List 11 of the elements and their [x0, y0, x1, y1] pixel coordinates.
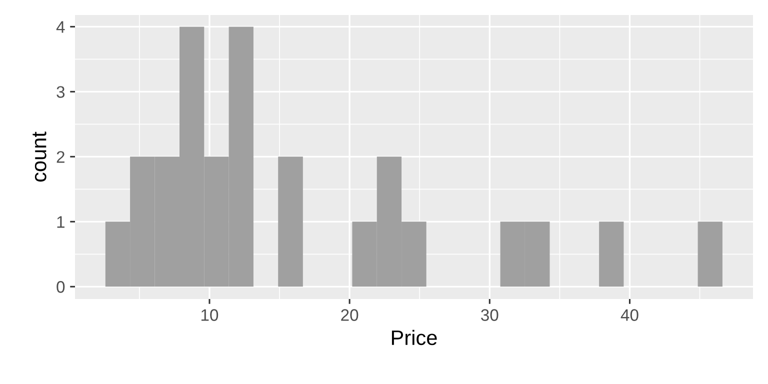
y-tick-label: 2 [56, 151, 64, 163]
x-tick-label: 20 [341, 309, 358, 321]
x-tick-label: 10 [201, 309, 218, 321]
x-tick-label: 40 [620, 309, 638, 321]
y-tick-label: 3 [56, 86, 65, 98]
x-axis-title: Price [392, 330, 437, 346]
y-tick-label: 4 [56, 21, 65, 33]
y-tick-label: 0 [56, 281, 65, 293]
y-tick-label: 1 [57, 216, 64, 228]
y-axis-title: count [32, 132, 46, 182]
x-tick-label: 30 [481, 309, 498, 321]
